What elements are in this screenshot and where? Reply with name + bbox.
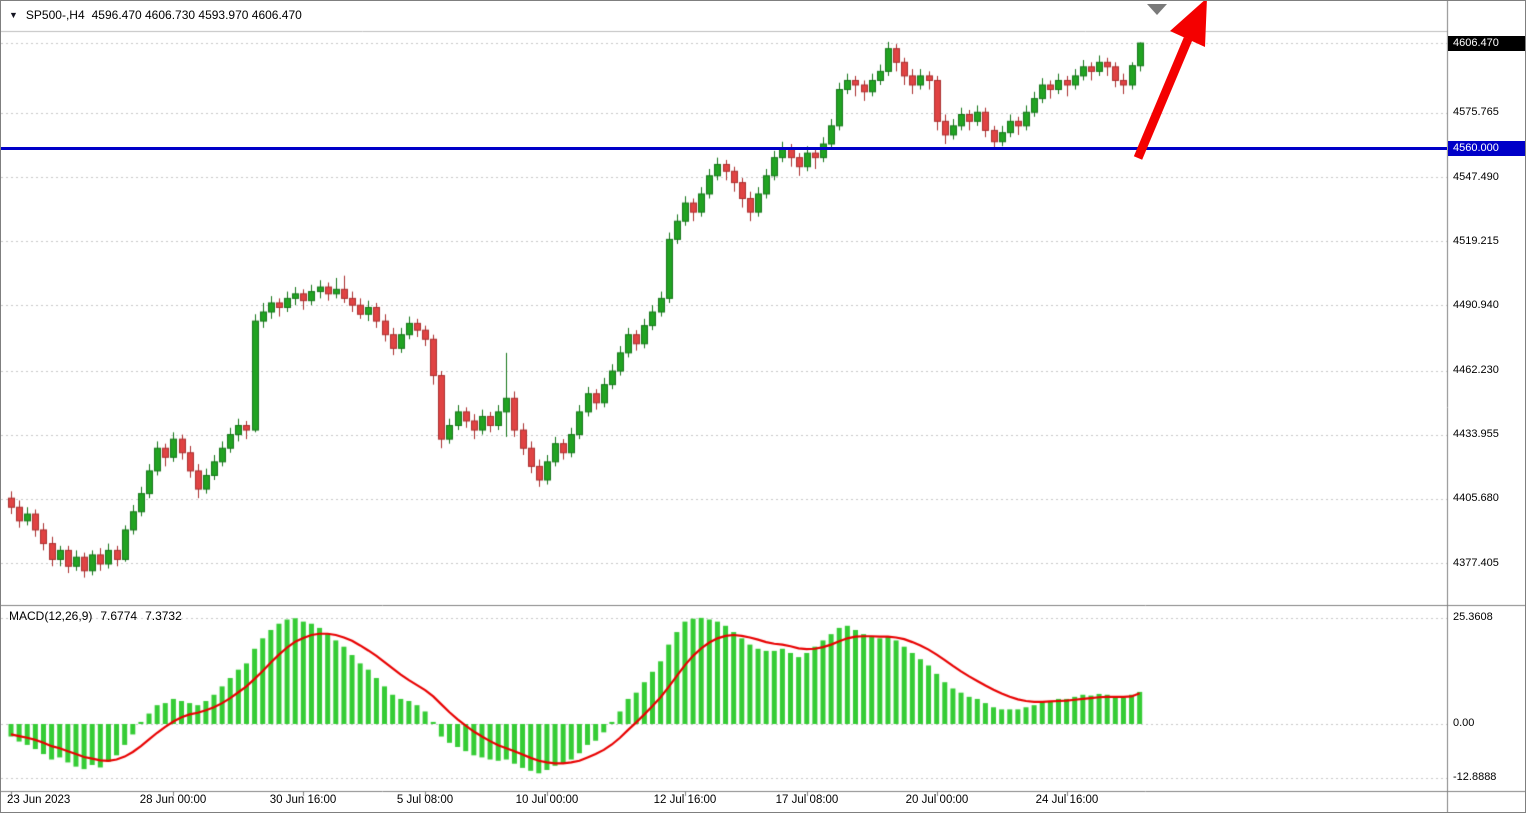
time-axis-label: 12 Jul 16:00 [653, 794, 717, 806]
current-price-tag: 4606.470 [1448, 36, 1525, 51]
macd-name: MACD(12,26,9) [9, 609, 93, 623]
macd-axis-label: -12.8888 [1453, 771, 1497, 783]
price-axis-label: 4575.765 [1453, 106, 1499, 118]
time-axis-label: 30 Jun 16:00 [269, 794, 337, 806]
time-axis-label: 20 Jul 00:00 [905, 794, 969, 806]
time-axis-label: 10 Jul 00:00 [515, 794, 579, 806]
price-axis-label: 4519.215 [1453, 235, 1499, 247]
price-axis-label: 4490.940 [1453, 299, 1499, 311]
chart-title: ▼ SP500-,H4 4596.470 4606.730 4593.970 4… [9, 8, 302, 22]
macd-axis-label: 25.3608 [1453, 611, 1493, 623]
price-axis-label: 4433.955 [1453, 428, 1499, 440]
time-axis-label: 23 Jun 2023 [7, 794, 71, 806]
time-axis-label: 17 Jul 08:00 [775, 794, 839, 806]
symbol-dropdown-icon: ▼ [9, 10, 18, 20]
price-axis-label: 4377.405 [1453, 557, 1499, 569]
time-axis-label: 24 Jul 16:00 [1035, 794, 1099, 806]
macd-label: MACD(12,26,9) 7.6774 7.3732 [9, 609, 182, 623]
chart-shift-marker-icon[interactable] [1143, 3, 1171, 19]
price-axis-label: 4547.490 [1453, 171, 1499, 183]
time-axis-label: 28 Jun 00:00 [139, 794, 207, 806]
ohlc-readout: 4596.470 4606.730 4593.970 4606.470 [91, 8, 302, 22]
time-axis-label: 5 Jul 08:00 [396, 794, 454, 806]
macd-signal-value: 7.3732 [145, 609, 182, 623]
level-price-tag: 4560.000 [1448, 141, 1525, 156]
macd-axis-label: 0.00 [1453, 717, 1475, 729]
up-trend-arrow[interactable] [1129, 1, 1221, 171]
macd-main-value: 7.6774 [100, 609, 138, 623]
symbol-timeframe-label: SP500-,H4 [25, 8, 85, 22]
price-axis-label: 4405.680 [1453, 492, 1499, 504]
price-axis-label: 4462.230 [1453, 364, 1499, 376]
horizontal-level-line[interactable] [1, 147, 1447, 150]
